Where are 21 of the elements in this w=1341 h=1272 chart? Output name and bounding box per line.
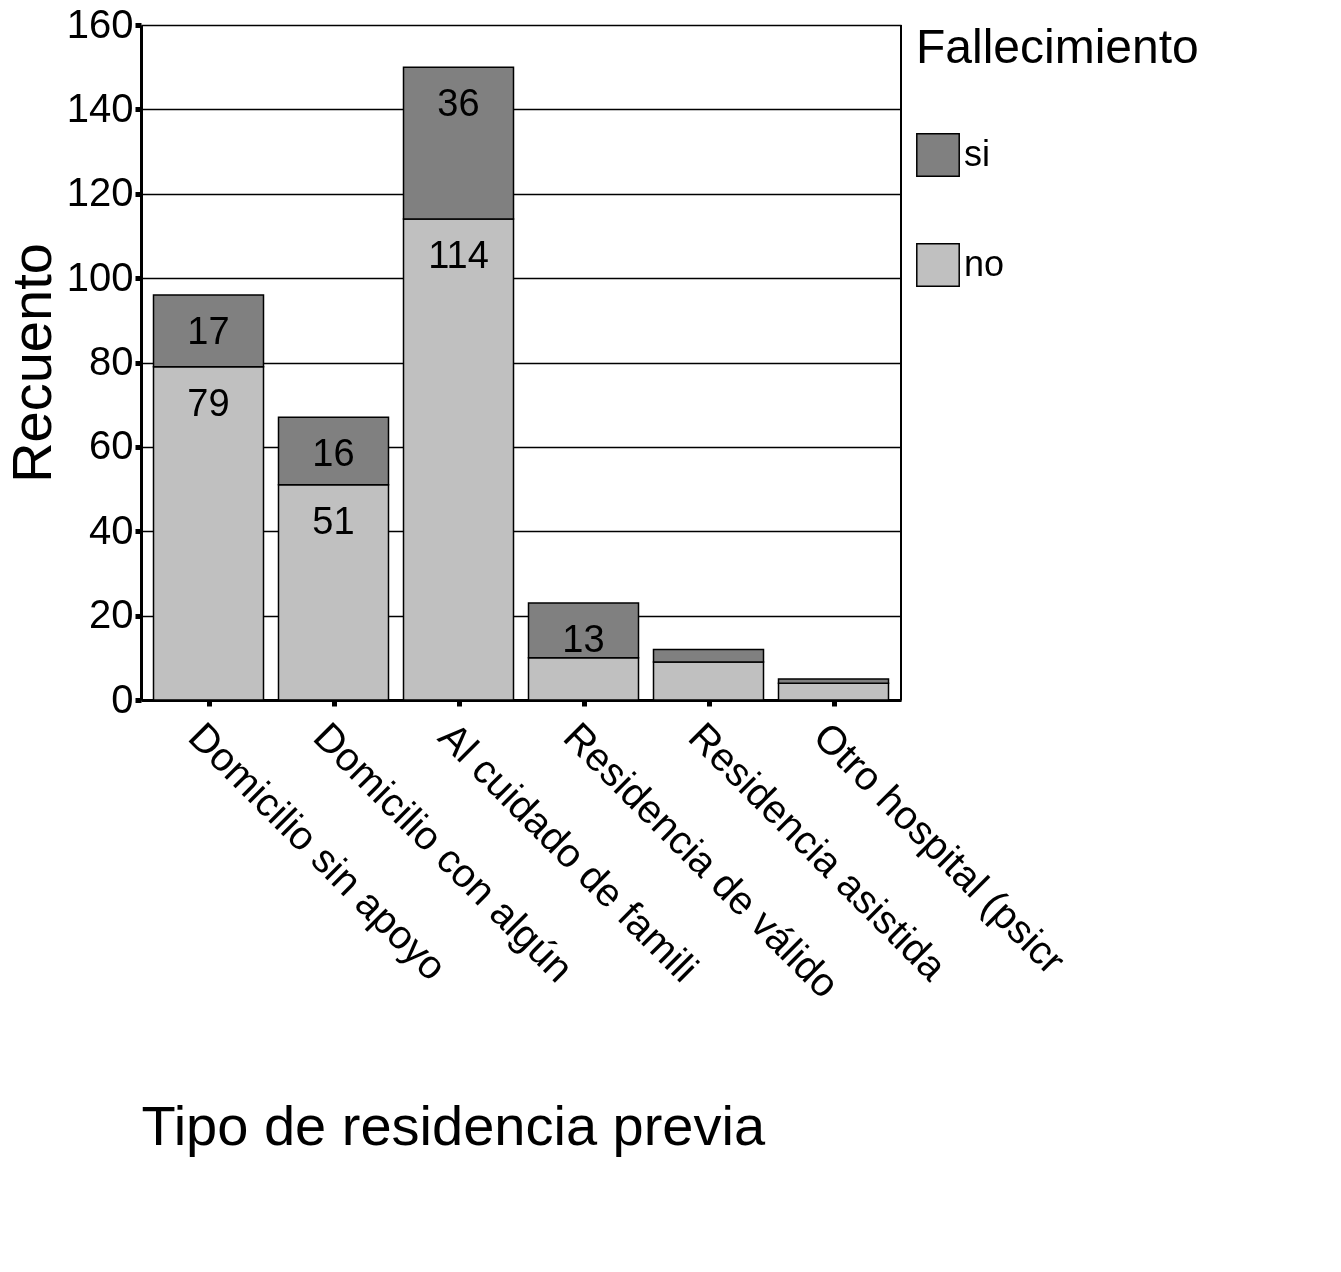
legend-label: no (964, 243, 1005, 284)
y-tick-label: 40 (89, 507, 134, 552)
y-tick-label: 60 (89, 423, 134, 468)
y-tick-label: 80 (89, 339, 134, 383)
y-tick-label: 100 (66, 254, 134, 299)
data-label: 13 (562, 617, 605, 660)
legend-label: si (964, 133, 990, 174)
y-tick-label: 160 (66, 1, 134, 46)
y-tick-label: 140 (66, 85, 134, 130)
y-axis-title: Recuento (0, 243, 63, 483)
y-tick-label: 0 (111, 676, 134, 721)
data-label: 114 (428, 234, 489, 277)
legend-title: Fallecimiento (916, 20, 1199, 73)
data-label: 16 (312, 432, 355, 475)
data-label: 17 (187, 310, 230, 352)
y-tick-label: 20 (89, 592, 134, 637)
data-label: 79 (187, 381, 230, 424)
y-tick-label: 120 (66, 170, 134, 215)
data-label: 51 (312, 499, 355, 542)
x-axis-title: Tipo de residencia previa (141, 1093, 766, 1157)
data-label: 36 (437, 82, 480, 125)
